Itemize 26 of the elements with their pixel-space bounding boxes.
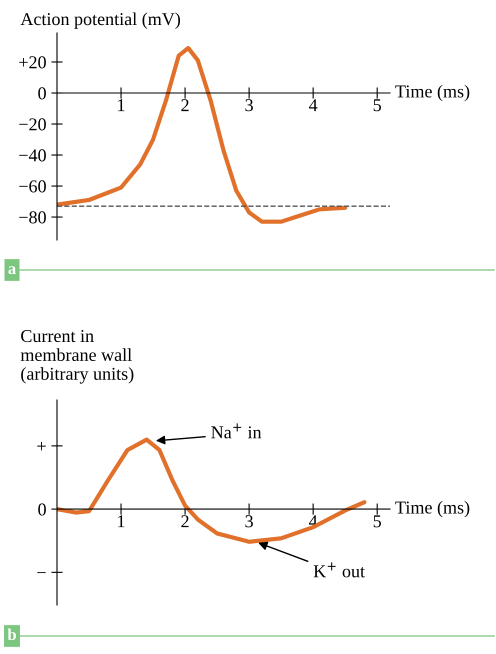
text: +	[37, 442, 46, 450]
x-axis-title: Time (ms)	[395, 500, 470, 518]
x-tick-label: 3	[245, 99, 253, 112]
y-tick-label: −40	[19, 149, 46, 162]
y-axis-title: Action potential (mV)	[20, 12, 180, 29]
line-series	[57, 46, 348, 224]
y-tick-label: −80	[19, 211, 46, 224]
annotation: Na$^{+}$ in	[211, 423, 262, 438]
x-tick-label: 4	[308, 99, 318, 112]
text: −	[37, 572, 46, 574]
y-tick-label: −20	[19, 118, 46, 130]
x-tick-label: 1	[118, 515, 124, 528]
y-tick-label: +20	[19, 56, 46, 68]
x-tick-label: 2	[181, 99, 189, 112]
x-tick-label: 2	[181, 515, 189, 528]
text: a	[8, 266, 16, 274]
text: b	[8, 628, 16, 640]
annotation: K$^{+}$ out	[314, 562, 365, 578]
x-tick-label: 5	[374, 515, 381, 528]
x-tick-label: 1	[118, 99, 124, 112]
y-axis-title: Current in membrane wall (arbitrary units)	[20, 330, 134, 384]
y-tick-label: −60	[19, 180, 46, 192]
x-tick-label: 3	[245, 515, 253, 528]
y-tick-label: 0	[38, 87, 46, 100]
x-tick-label: 5	[374, 99, 381, 112]
x-axis-title: Time (ms)	[395, 84, 470, 102]
